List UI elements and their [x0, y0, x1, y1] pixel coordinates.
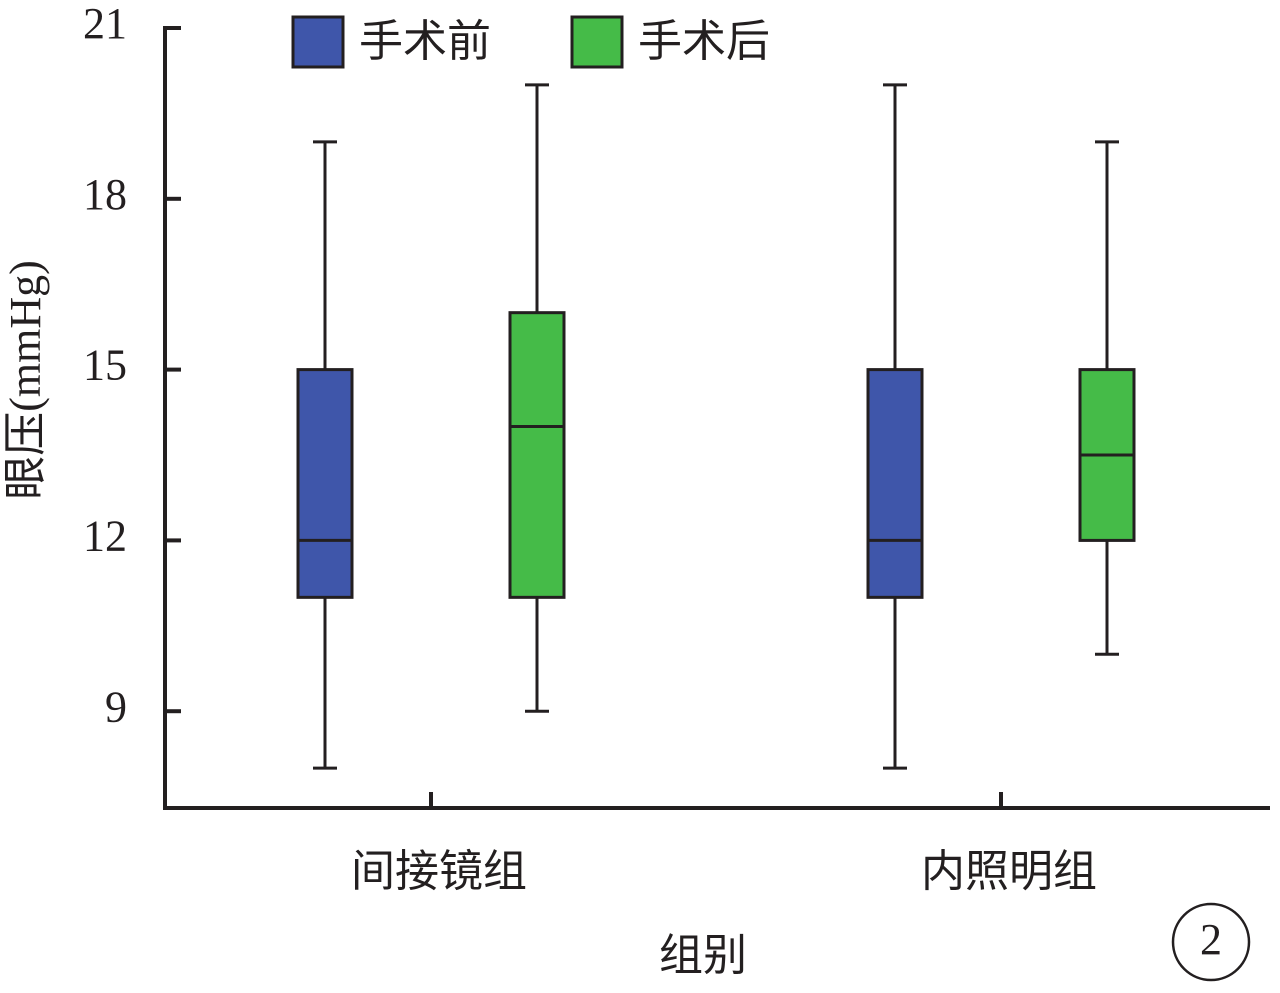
y-tick-label: 18	[83, 170, 127, 219]
x-tick-label: 内照明组	[921, 847, 1097, 896]
legend-label: 手术后	[638, 17, 770, 66]
y-axis-label: 眼压(mmHg)	[1, 260, 50, 500]
legend-swatch	[570, 15, 624, 69]
annotation: 2	[1200, 915, 1222, 964]
legend-label: 手术前	[359, 17, 491, 66]
box	[508, 311, 566, 599]
x-tick-label: 间接镜组	[351, 847, 527, 896]
upper-whisker	[883, 83, 907, 370]
upper-whisker	[313, 140, 337, 370]
box	[866, 368, 924, 599]
lower-whisker	[1095, 540, 1119, 656]
annotation-circle	[1171, 902, 1251, 982]
y-tick-label: 12	[83, 512, 127, 561]
lower-whisker	[883, 597, 907, 770]
legend-swatch	[291, 15, 345, 69]
y-tick-label: 15	[83, 341, 127, 390]
x-axis-label: 组别	[659, 931, 747, 980]
y-tick-label: 9	[105, 682, 127, 731]
upper-whisker	[1095, 140, 1119, 370]
lower-whisker	[525, 597, 549, 713]
lower-whisker	[313, 597, 337, 770]
box	[296, 368, 354, 599]
y-tick-label: 21	[83, 0, 127, 48]
upper-whisker	[525, 83, 549, 313]
